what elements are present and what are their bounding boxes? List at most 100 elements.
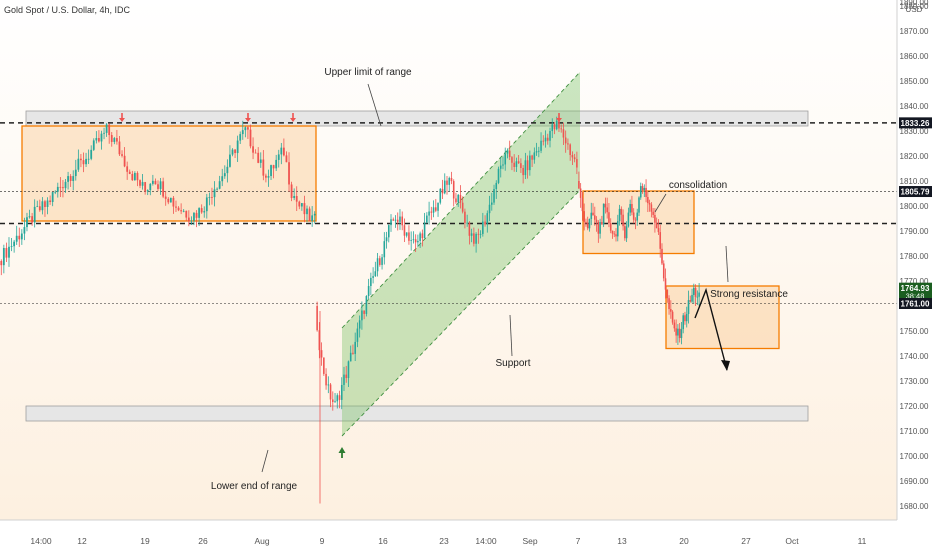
candle — [473, 227, 475, 247]
candle — [182, 209, 185, 213]
candle — [62, 179, 64, 198]
svg-text:1805.79: 1805.79 — [901, 188, 930, 197]
candle — [668, 295, 670, 315]
candle — [684, 311, 686, 325]
candle — [482, 212, 484, 237]
candle — [247, 125, 249, 140]
time-tick-label: 16 — [378, 536, 388, 546]
candle — [609, 218, 612, 234]
candle — [105, 123, 108, 137]
candle — [2, 244, 5, 274]
candle — [128, 169, 131, 175]
candle — [123, 147, 126, 168]
candle — [361, 301, 363, 330]
candle — [650, 202, 653, 218]
candle — [244, 126, 247, 138]
candle — [236, 135, 239, 162]
candle — [631, 195, 633, 216]
candle — [295, 186, 298, 211]
candle — [44, 199, 46, 217]
candle — [90, 145, 93, 161]
candle — [298, 200, 301, 210]
candles-layer — [0, 114, 700, 504]
candle — [159, 178, 162, 195]
candle — [542, 135, 545, 146]
candle — [629, 199, 631, 217]
time-axis-background — [0, 520, 897, 550]
candle — [464, 208, 466, 229]
candle — [583, 203, 585, 231]
candle — [323, 357, 325, 376]
candle — [437, 202, 439, 217]
time-axis[interactable]: 14:00 12 19 26 Aug 9 16 23 14:00 Sep 7 13 20 27 Oct 11 — [0, 519, 897, 546]
red-down-arrow-icon — [556, 113, 562, 122]
candle — [144, 181, 147, 195]
candle — [428, 201, 430, 225]
price-tick-label: 1710.00 — [900, 427, 929, 436]
candle — [56, 182, 59, 198]
candle — [74, 159, 77, 181]
channel-upper-line — [341, 71, 581, 329]
candle — [167, 197, 170, 205]
red-down-arrow-icon — [119, 113, 125, 122]
price-tick-label: 1730.00 — [900, 377, 929, 386]
candle — [654, 208, 656, 233]
candle — [396, 212, 399, 231]
channel-lower-line — [341, 189, 581, 437]
candle — [358, 315, 361, 338]
candle — [392, 217, 395, 221]
svg-text:38:48: 38:48 — [906, 292, 925, 301]
price-tick-label: 1880.00 — [900, 2, 929, 11]
candle — [15, 225, 18, 245]
candle — [581, 192, 584, 221]
price-axis[interactable]: 1890.00 1680.00 1690.00 1700.00 1710.00 1720.… — [896, 0, 932, 520]
candle — [652, 208, 654, 219]
candle — [608, 203, 610, 228]
candle — [627, 207, 630, 228]
candle — [452, 179, 455, 207]
candle — [670, 300, 672, 319]
time-tick-label: 27 — [741, 536, 751, 546]
candle — [33, 199, 36, 228]
price-badge: 1805.79 — [899, 186, 932, 198]
candle — [615, 228, 617, 242]
candle — [666, 289, 669, 303]
candle — [657, 219, 660, 236]
annotations-layer: Upper limit of range Lower end of range Su… — [119, 67, 788, 492]
candle — [595, 216, 598, 232]
candle — [379, 255, 381, 267]
candle — [599, 218, 601, 239]
candle — [54, 190, 57, 195]
price-tick-label: 1720.00 — [900, 402, 929, 411]
candle — [327, 376, 330, 394]
candle — [691, 288, 693, 304]
candle — [154, 178, 157, 185]
candle — [10, 238, 13, 252]
candle — [115, 129, 118, 145]
candle — [157, 180, 159, 191]
candle — [517, 155, 520, 164]
candle — [347, 360, 350, 388]
candle — [133, 171, 136, 181]
candle — [211, 187, 213, 205]
candle — [567, 138, 569, 150]
candle — [280, 142, 283, 165]
candle — [687, 290, 690, 324]
candle — [553, 121, 556, 135]
candle — [334, 393, 336, 403]
candle — [486, 210, 489, 233]
candle — [270, 164, 272, 181]
candle — [385, 231, 388, 249]
candle — [108, 123, 111, 144]
candle — [272, 164, 275, 179]
candle — [675, 319, 677, 343]
candle — [479, 230, 482, 239]
candle — [203, 206, 206, 218]
candle — [195, 210, 198, 228]
candle — [551, 118, 554, 139]
candle — [0, 259, 3, 276]
annotation-pointer — [261, 449, 269, 473]
candle — [636, 208, 639, 226]
